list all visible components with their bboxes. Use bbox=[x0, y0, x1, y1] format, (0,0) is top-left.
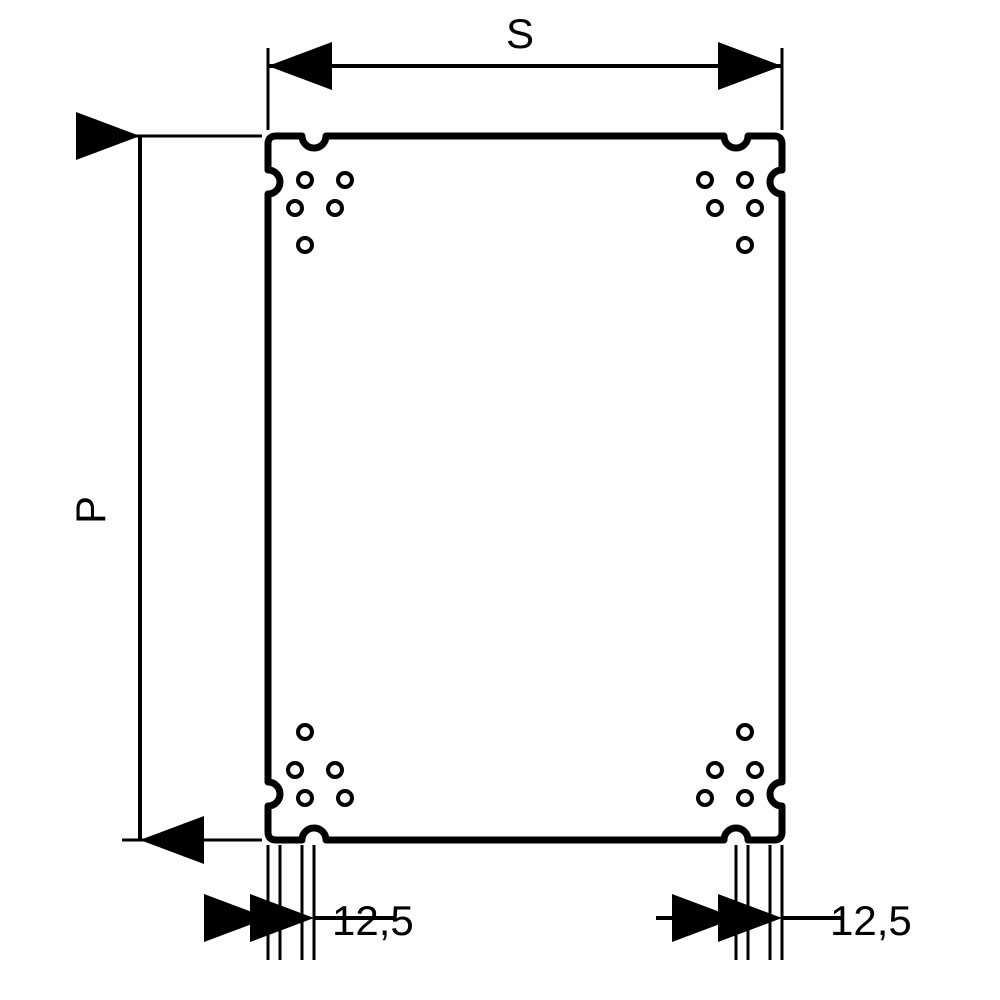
mounting-hole bbox=[328, 763, 342, 777]
mounting-hole bbox=[288, 201, 302, 215]
mounting-holes bbox=[288, 173, 762, 805]
dimension-bottom-insets bbox=[208, 845, 842, 960]
plate-outline bbox=[268, 136, 782, 840]
dimension-label-inset-left: 12,5 bbox=[332, 897, 414, 944]
mounting-hole bbox=[298, 791, 312, 805]
mounting-hole bbox=[698, 173, 712, 187]
mounting-hole bbox=[738, 791, 752, 805]
mounting-hole bbox=[738, 725, 752, 739]
mounting-hole bbox=[748, 763, 762, 777]
mounting-hole bbox=[698, 791, 712, 805]
dimension-label-p: P bbox=[67, 496, 114, 524]
mounting-hole bbox=[738, 238, 752, 252]
mounting-hole bbox=[738, 173, 752, 187]
mounting-hole bbox=[298, 725, 312, 739]
mounting-hole bbox=[748, 201, 762, 215]
mounting-hole bbox=[328, 201, 342, 215]
mounting-hole bbox=[708, 763, 722, 777]
technical-drawing: S P 12,5 12,5 bbox=[0, 0, 1000, 1000]
dimension-width-s bbox=[268, 48, 782, 130]
mounting-hole bbox=[708, 201, 722, 215]
dimension-label-inset-right: 12,5 bbox=[830, 897, 912, 944]
mounting-hole bbox=[338, 791, 352, 805]
mounting-hole bbox=[338, 173, 352, 187]
mounting-hole bbox=[298, 173, 312, 187]
mounting-hole bbox=[288, 763, 302, 777]
dimension-height-p bbox=[122, 136, 262, 840]
dimension-label-s: S bbox=[506, 10, 534, 57]
mounting-hole bbox=[298, 238, 312, 252]
